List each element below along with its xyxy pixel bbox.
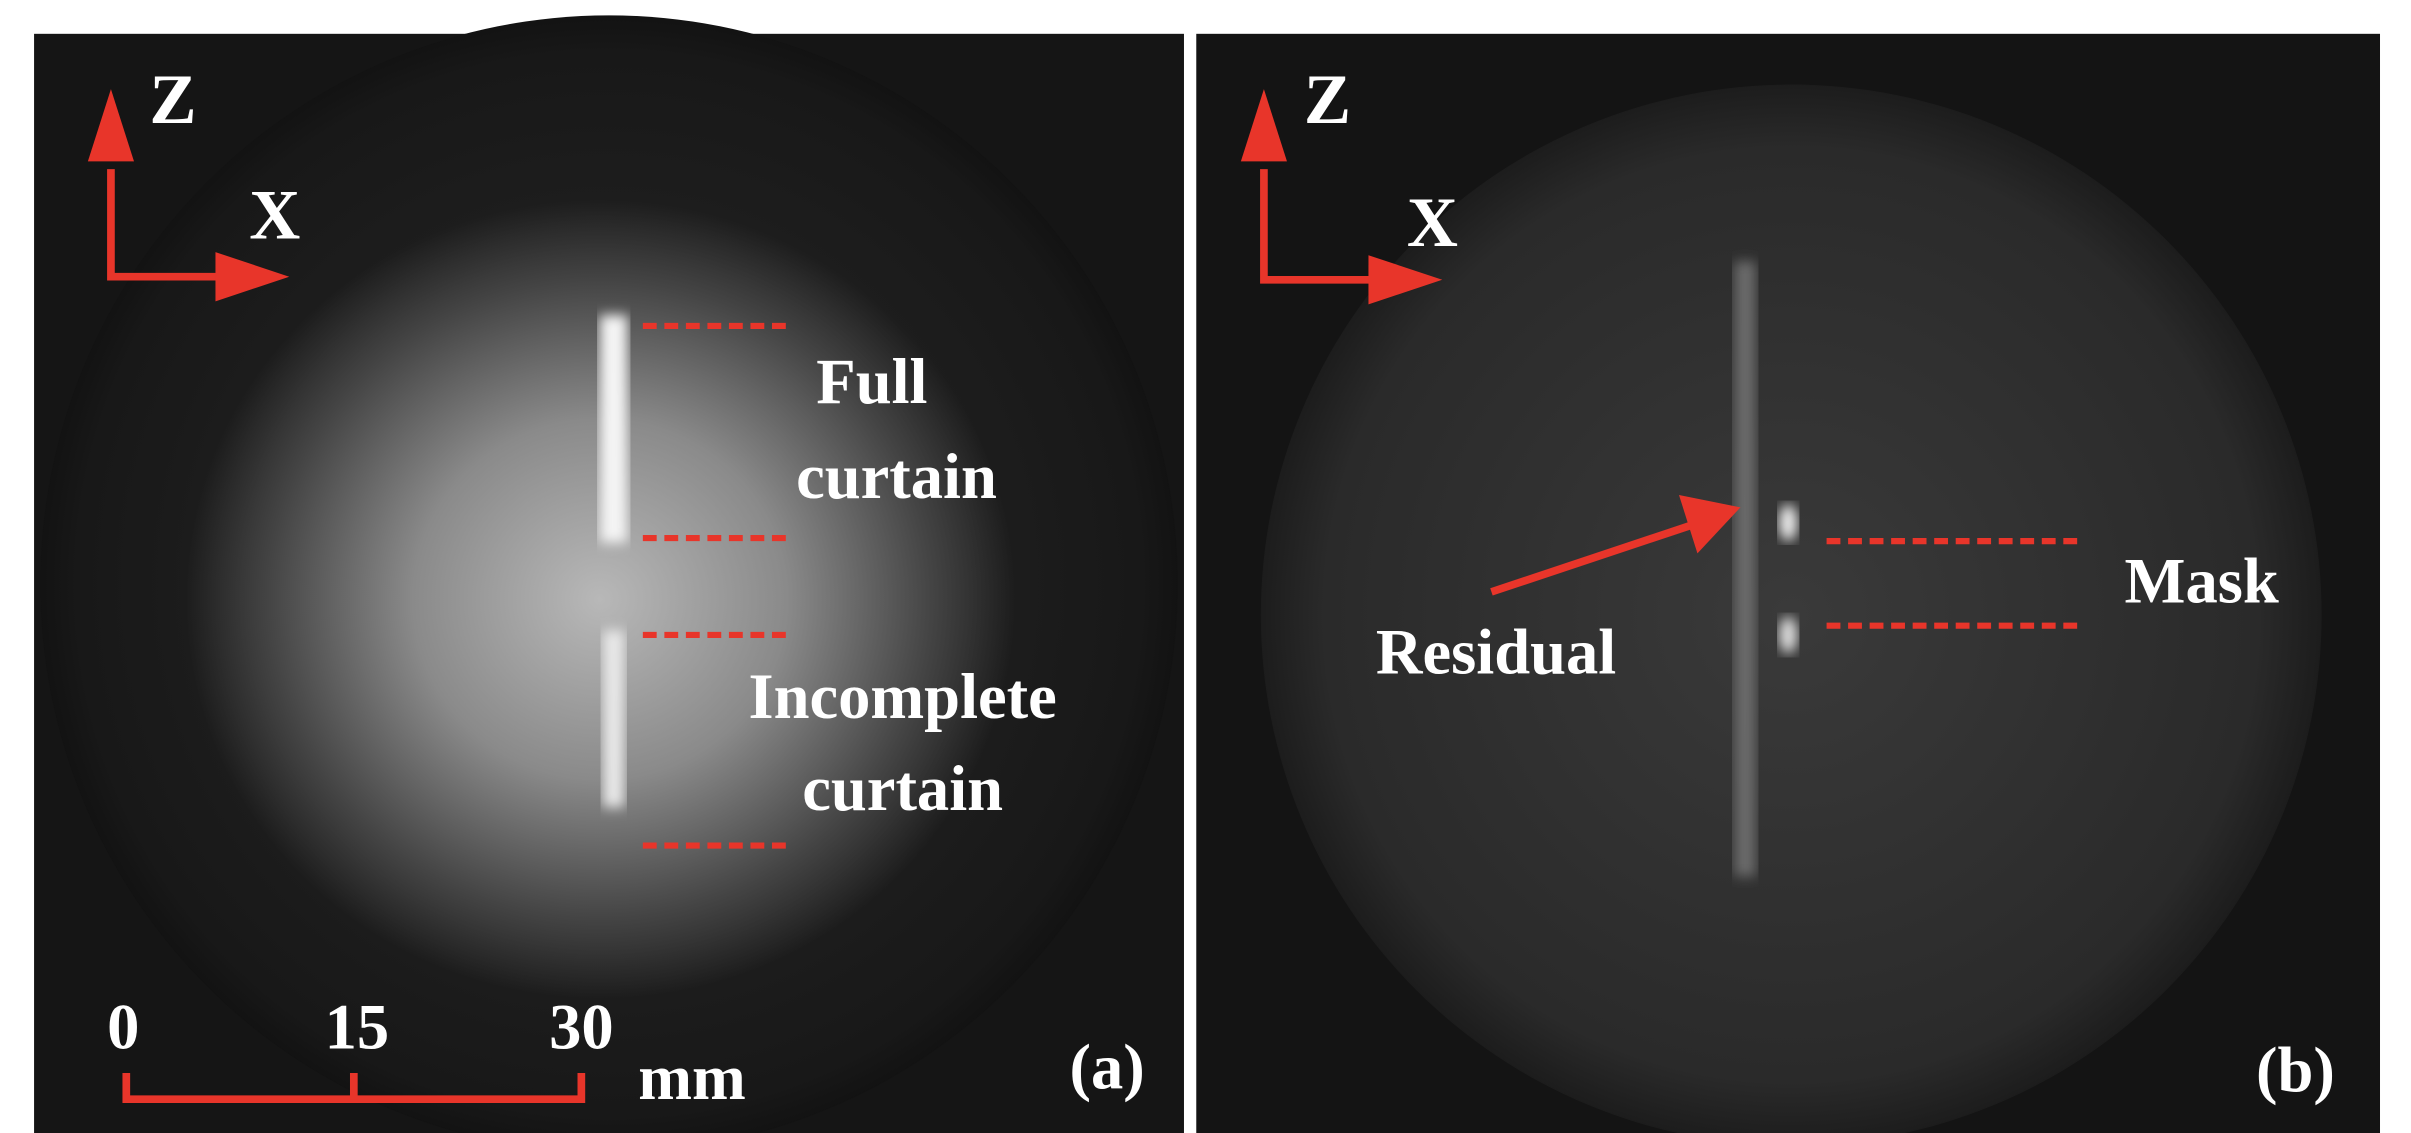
axis-label: Z (1304, 61, 1351, 139)
scale-label: 0 (107, 990, 139, 1062)
scale-label: 15 (325, 990, 390, 1062)
curtain-spot (1779, 616, 1797, 653)
curtain-streak (603, 630, 625, 807)
axis-label: X (1407, 184, 1458, 262)
annotation: Residual (1376, 615, 1616, 687)
figure: Z X Full curtain Incomplete curtain 0 15… (0, 0, 2411, 1133)
scale-label: 30 (549, 990, 614, 1062)
panel-b: Z X Residual Mask (b) (1196, 34, 2380, 1133)
annotation: curtain (796, 440, 997, 512)
annotation: Mask (2125, 545, 2279, 617)
panel-tag: (a) (1069, 1030, 1144, 1103)
panel-a: Z X Full curtain Incomplete curtain 0 15… (34, 15, 1184, 1133)
curtain-streak (600, 315, 628, 543)
glow (185, 200, 1015, 999)
curtain-spot (1779, 504, 1797, 541)
axis-label: X (249, 176, 300, 254)
residual-streak (1734, 261, 1756, 876)
panel-tag: (b) (2256, 1033, 2335, 1106)
annotation: curtain (802, 752, 1003, 824)
axis-label: Z (149, 61, 196, 139)
annotation: Full (816, 345, 927, 417)
annotation: Incomplete (748, 660, 1056, 732)
scale-unit: mm (638, 1041, 746, 1113)
